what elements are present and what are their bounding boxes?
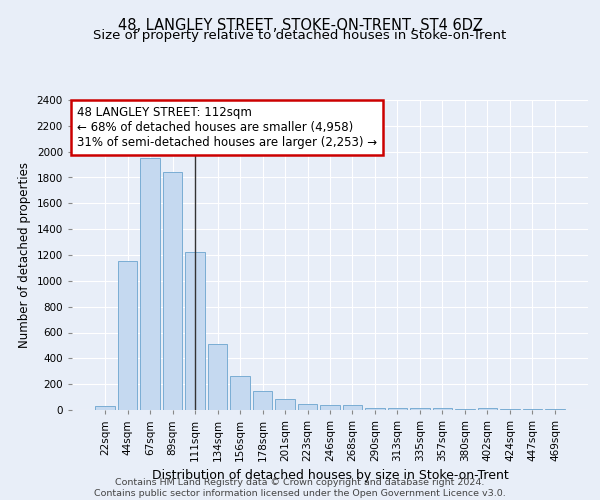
Text: 48 LANGLEY STREET: 112sqm
← 68% of detached houses are smaller (4,958)
31% of se: 48 LANGLEY STREET: 112sqm ← 68% of detac… [77,106,377,149]
Bar [253,390,272,410]
Text: Contains HM Land Registry data © Crown copyright and database right 2024.
Contai: Contains HM Land Registry data © Crown c… [94,478,506,498]
Bar [455,409,475,410]
Text: Size of property relative to detached houses in Stoke-on-Trent: Size of property relative to detached ho… [94,29,506,42]
Bar [275,399,295,410]
Bar [118,262,137,410]
Bar [95,406,115,410]
Bar [230,376,250,410]
Bar [320,405,340,410]
Text: 48, LANGLEY STREET, STOKE-ON-TRENT, ST4 6DZ: 48, LANGLEY STREET, STOKE-ON-TRENT, ST4 … [118,18,482,32]
Bar [140,158,160,410]
Bar [185,252,205,410]
Bar [388,408,407,410]
Y-axis label: Number of detached properties: Number of detached properties [18,162,31,348]
Bar [433,408,452,410]
Bar [208,344,227,410]
X-axis label: Distribution of detached houses by size in Stoke-on-Trent: Distribution of detached houses by size … [152,470,508,482]
Bar [343,406,362,410]
Bar [298,404,317,410]
Bar [410,408,430,410]
Bar [163,172,182,410]
Bar [365,408,385,410]
Bar [478,408,497,410]
